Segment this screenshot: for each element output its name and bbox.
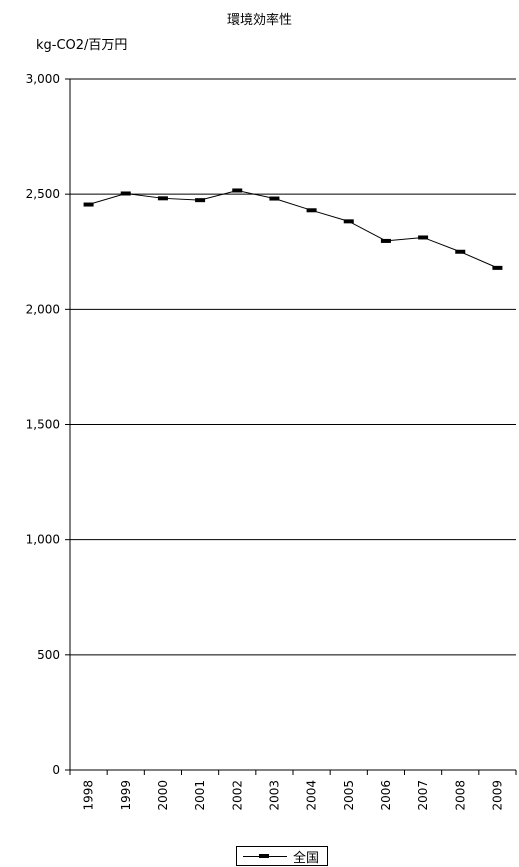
data-point-2007 (418, 235, 429, 240)
x-tick-label-1998: 1998 (82, 780, 96, 811)
series-zenkoku (83, 188, 503, 270)
y-axis-unit-label: kg-CO2/百万円 (36, 38, 128, 53)
x-tick-label-2007: 2007 (416, 780, 430, 811)
x-tick-label-2004: 2004 (305, 780, 319, 811)
legend: 全国 (236, 846, 328, 866)
x-tick-label-2008: 2008 (453, 780, 467, 811)
y-tick-label-1000: 1,000 (26, 533, 60, 547)
axes (65, 78, 517, 775)
data-point-2005 (343, 219, 354, 224)
gridlines (70, 78, 516, 656)
data-point-2002 (232, 188, 243, 193)
x-tick-label-1999: 1999 (119, 780, 133, 811)
data-point-2001 (195, 198, 206, 203)
y-tick-label-500: 500 (37, 648, 60, 662)
legend-line-marker-icon (243, 850, 287, 862)
x-tick-label-2009: 2009 (490, 780, 504, 811)
chart-title: 環境効率性 (226, 13, 292, 28)
x-tick-label-2005: 2005 (342, 780, 356, 811)
data-point-2004 (306, 208, 317, 213)
x-tick-label-2000: 2000 (156, 780, 170, 811)
y-tick-label-1500: 1,500 (26, 418, 60, 432)
y-tick-labels: 0 500 1,000 1,500 2,000 2,500 3,000 (26, 72, 60, 777)
data-point-2008 (455, 249, 466, 254)
x-tick-label-2003: 2003 (267, 780, 281, 811)
x-tick-label-2002: 2002 (230, 780, 244, 811)
y-tick-label-0: 0 (52, 763, 60, 777)
y-tick-label-2000: 2,000 (26, 302, 60, 316)
x-tick-labels: 1998 1999 2000 2001 2002 2003 2004 2005 2006 2007… (82, 780, 505, 811)
series-line (88, 189, 498, 269)
data-point-2006 (380, 238, 391, 243)
data-point-2009 (492, 265, 503, 270)
data-point-2003 (269, 196, 280, 201)
x-tick-label-2001: 2001 (193, 780, 207, 811)
data-point-1999 (120, 191, 131, 196)
data-point-1998 (83, 202, 94, 207)
y-tick-label-2500: 2,500 (26, 187, 60, 201)
data-point-2000 (157, 196, 168, 201)
y-tick-label-3000: 3,000 (26, 72, 60, 86)
x-tick-label-2006: 2006 (379, 780, 393, 811)
legend-label: 全国 (293, 850, 320, 866)
